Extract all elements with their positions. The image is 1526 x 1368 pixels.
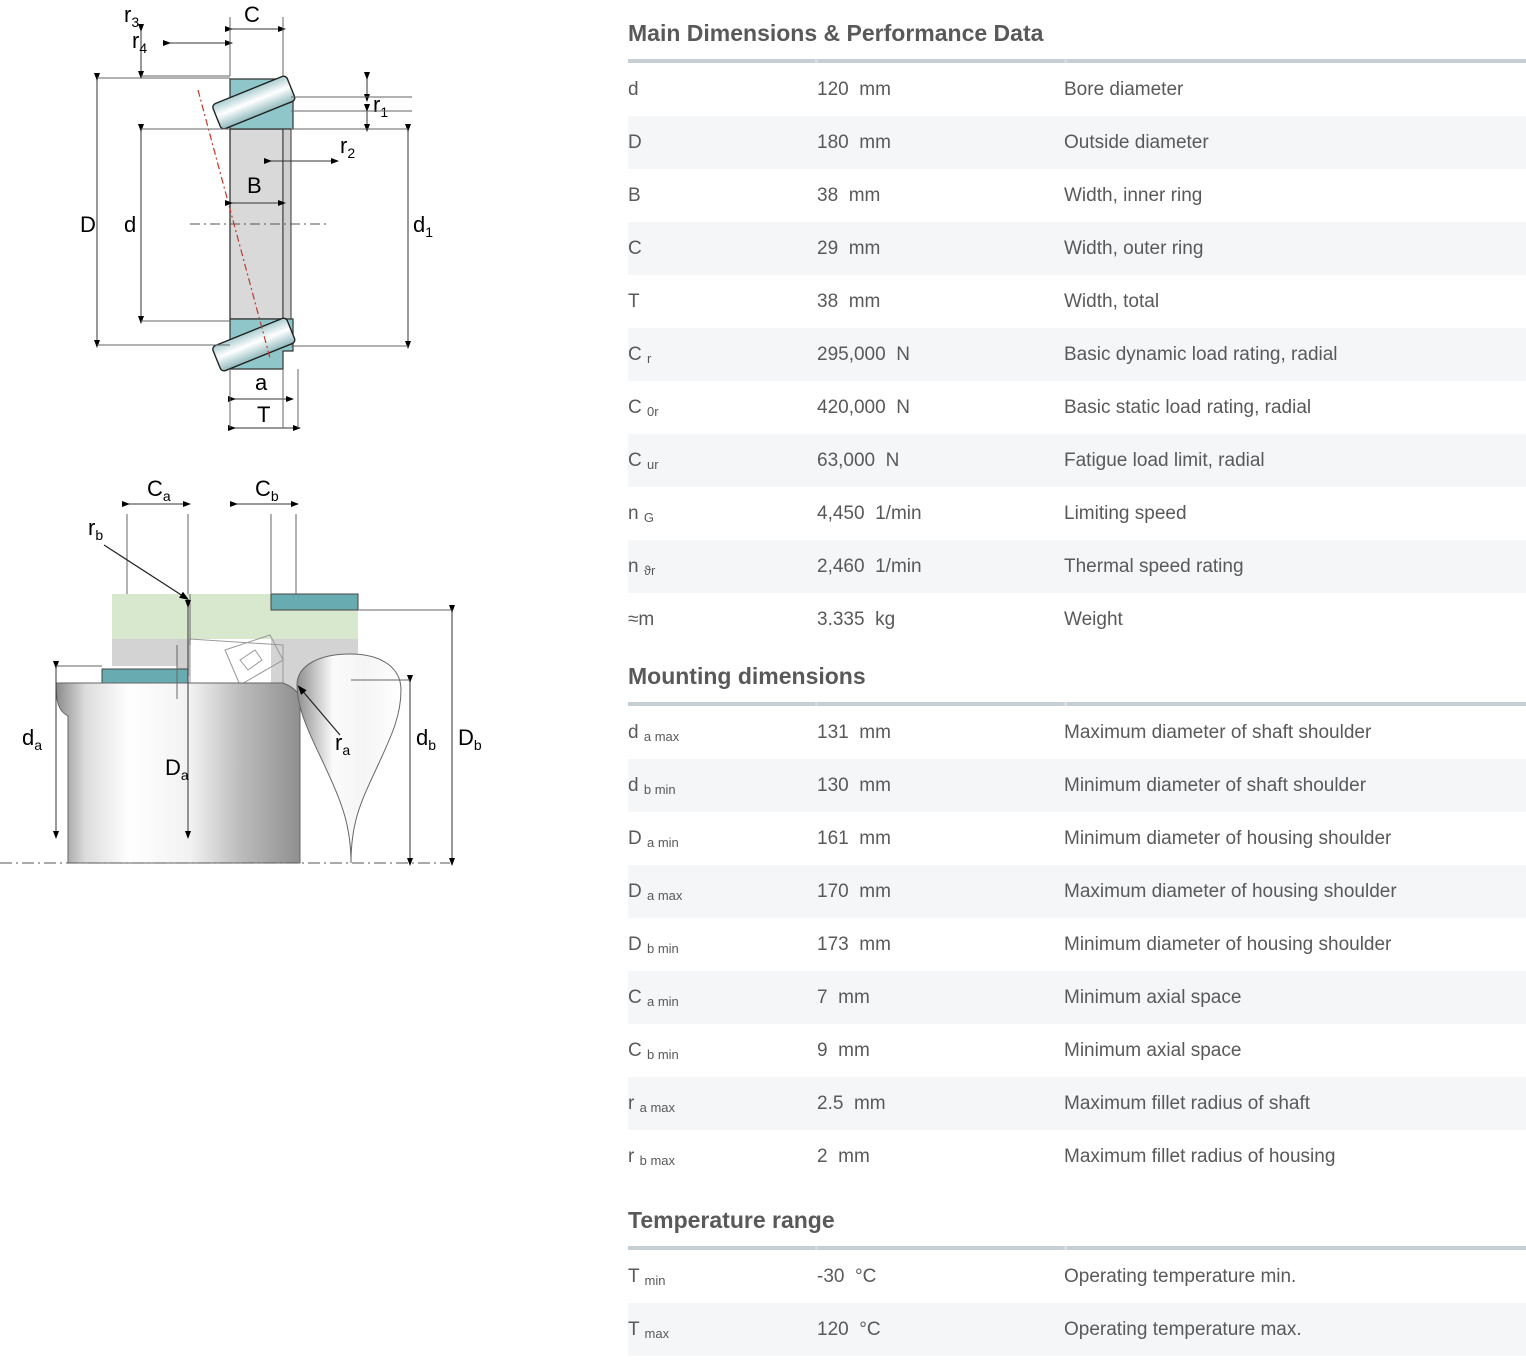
- svg-text:r4: r4: [132, 28, 147, 56]
- svg-text:da: da: [22, 725, 42, 753]
- svg-text:rb: rb: [88, 515, 103, 543]
- svg-text:a: a: [255, 370, 268, 395]
- svg-text:T: T: [257, 402, 270, 427]
- svg-text:Ca: Ca: [147, 476, 171, 504]
- svg-text:db: db: [416, 725, 436, 753]
- svg-text:D: D: [80, 212, 96, 237]
- svg-text:d1: d1: [413, 212, 433, 240]
- svg-text:B: B: [247, 173, 262, 198]
- svg-text:C: C: [244, 2, 260, 27]
- svg-text:r2: r2: [340, 133, 355, 161]
- svg-text:r1: r1: [373, 92, 388, 120]
- svg-text:Cb: Cb: [255, 476, 279, 504]
- svg-text:d: d: [124, 212, 136, 237]
- svg-text:r3: r3: [124, 2, 139, 30]
- svg-text:Db: Db: [458, 725, 482, 753]
